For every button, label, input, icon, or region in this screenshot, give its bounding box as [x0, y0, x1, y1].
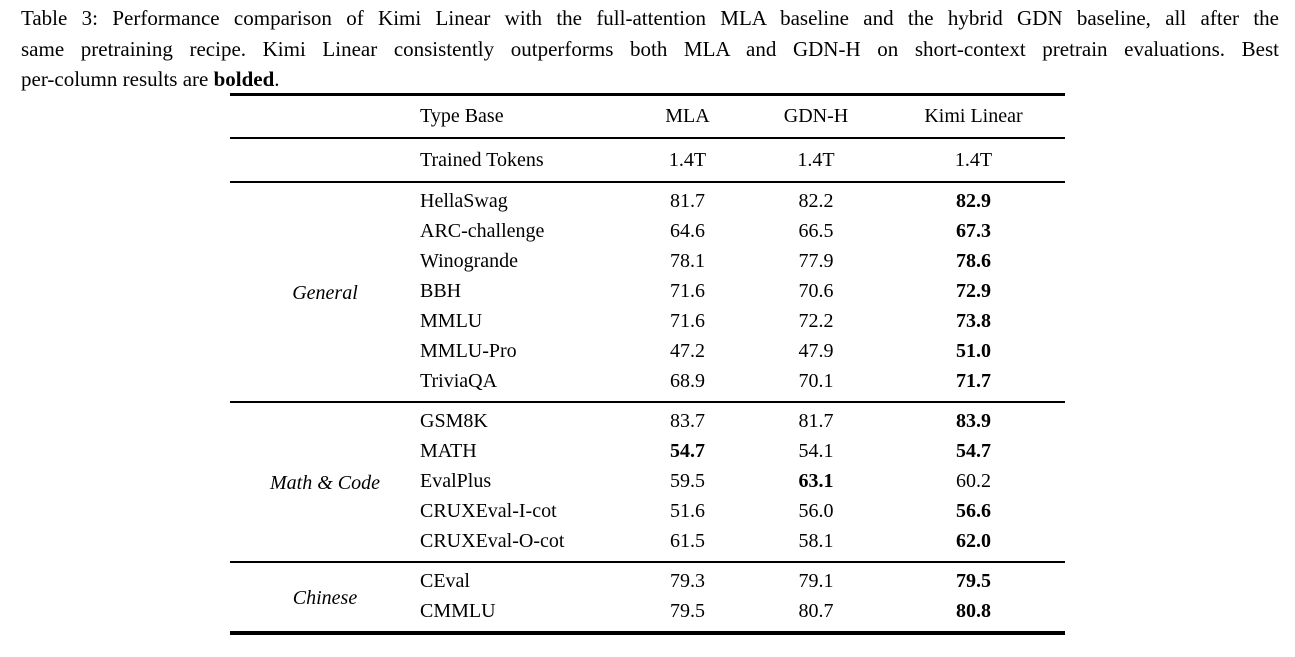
- section-math-code: Math & Code GSM8K 83.7 81.7 83.9 MATH 54.7 54.1…: [230, 402, 1065, 562]
- metric-value: 54.1: [798, 440, 834, 462]
- column-header-gdn-h: GDN-H: [750, 94, 882, 139]
- benchmark-name: Winogrande: [420, 250, 519, 272]
- benchmark-name: MATH: [420, 440, 477, 462]
- benchmark-name: CRUXEval-O-cot: [420, 530, 565, 552]
- metric-value: 51.6: [670, 500, 705, 522]
- table-row: BBH 71.6 70.6 72.9: [230, 277, 1065, 307]
- metric-value: 81.7: [670, 190, 705, 212]
- metric-value: 62.0: [956, 530, 991, 552]
- table-row: General HellaSwag 81.7 82.2 82.9: [230, 182, 1065, 304]
- benchmark-name: TriviaQA: [420, 370, 498, 392]
- table-caption: Table 3: Performance comparison of Kimi …: [21, 3, 1279, 95]
- metric-value: 71.6: [670, 280, 705, 302]
- column-header-mla: MLA: [625, 94, 750, 139]
- metric-value: 61.5: [670, 530, 705, 552]
- table-row: CRUXEval-O-cot 61.5 58.1 62.0: [230, 527, 1065, 563]
- caption-line-2: same pretraining recipe. Kimi Linear con…: [21, 36, 1279, 61]
- metric-value: 47.9: [798, 340, 834, 362]
- metric-value: 79.3: [670, 570, 705, 592]
- column-header-type-base: Type Base: [420, 94, 625, 139]
- metric-value: 78.1: [670, 250, 705, 272]
- table-row: CRUXEval-I-cot 51.6 56.0 56.6: [230, 497, 1065, 527]
- benchmark-name: BBH: [420, 280, 462, 302]
- caption-bolded-word: bolded: [213, 67, 275, 91]
- metric-value: 79.5: [670, 600, 705, 622]
- section-general: General HellaSwag 81.7 82.2 82.9 ARC-challeng…: [230, 182, 1065, 402]
- metric-value: 82.9: [956, 190, 991, 212]
- benchmark-name: CEval: [420, 570, 470, 592]
- metric-value: 59.5: [670, 470, 705, 492]
- table-row: EvalPlus 59.5 63.1 60.2: [230, 467, 1065, 497]
- metric-value: 60.2: [956, 470, 991, 492]
- metric-value: 72.2: [798, 310, 834, 332]
- metric-value: 80.8: [956, 600, 991, 622]
- caption-line-3-period: .: [274, 67, 280, 91]
- caption-line-3-text: per-column results are: [21, 67, 214, 91]
- benchmark-name: HellaSwag: [420, 190, 508, 212]
- metric-value: 73.8: [956, 310, 991, 332]
- table-row: MATH 54.7 54.1 54.7: [230, 437, 1065, 467]
- metric-value: 67.3: [956, 220, 991, 242]
- table-row: MMLU 71.6 72.2 73.8: [230, 307, 1065, 337]
- benchmark-name: CMMLU: [420, 600, 496, 622]
- table-row: MMLU-Pro 47.2 47.9 51.0: [230, 337, 1065, 367]
- metric-value: 77.9: [798, 250, 834, 272]
- metric-value: 81.7: [798, 410, 834, 432]
- benchmark-name: MMLU-Pro: [420, 340, 517, 362]
- metric-value: 71.7: [956, 370, 991, 392]
- caption-line-1: Table 3: Performance comparison of Kimi …: [21, 6, 1279, 30]
- category-label: Math & Code: [270, 472, 380, 495]
- metric-value: 71.6: [670, 310, 705, 332]
- metric-value: 83.9: [956, 410, 991, 432]
- benchmark-name: GSM8K: [420, 410, 488, 432]
- table-row: Math & Code GSM8K 83.7 81.7 83.9: [230, 402, 1065, 494]
- metric-value: 66.5: [798, 220, 834, 242]
- metric-value: 47.2: [670, 340, 705, 362]
- table-row: TriviaQA 68.9 70.1 71.7: [230, 367, 1065, 403]
- trained-tokens-gdn-h: 1.4T: [750, 138, 882, 183]
- table-row: Chinese CEval 79.3 79.1 79.5: [230, 562, 1065, 609]
- metric-value: 58.1: [798, 530, 834, 552]
- table-row: ARC-challenge 64.6 66.5 67.3: [230, 217, 1065, 247]
- header-row: Type Base MLA GDN-H Kimi Linear: [230, 94, 1065, 139]
- category-label: Chinese: [292, 587, 358, 610]
- column-header-kimi-linear: Kimi Linear: [882, 94, 1065, 139]
- header-empty-cell: [230, 94, 420, 139]
- metric-value: 70.1: [798, 370, 834, 392]
- metric-value: 79.5: [956, 570, 991, 592]
- metric-value: 54.7: [956, 440, 991, 462]
- section-chinese: Chinese CEval 79.3 79.1 79.5 CMMLU 79.5 80.7 80.…: [230, 562, 1065, 633]
- metric-value: 64.6: [670, 220, 705, 242]
- metric-value: 51.0: [956, 340, 991, 362]
- caption-line-3: per-column results are bolded.: [21, 64, 1279, 95]
- metric-value: 83.7: [670, 410, 705, 432]
- metric-value: 68.9: [670, 370, 705, 392]
- metric-value: 78.6: [956, 250, 991, 272]
- trained-tokens-label: Trained Tokens: [420, 138, 625, 183]
- metric-value: 80.7: [798, 600, 834, 622]
- metric-value: 72.9: [956, 280, 991, 302]
- metric-value: 70.6: [798, 280, 834, 302]
- info-empty-cell: [230, 138, 420, 183]
- metric-value: 79.1: [798, 570, 834, 592]
- metric-value: 56.0: [798, 500, 834, 522]
- table-head: Type Base MLA GDN-H Kimi Linear Trained …: [230, 94, 1065, 183]
- category-label: General: [292, 282, 358, 305]
- table-row: Winogrande 78.1 77.9 78.6: [230, 247, 1065, 277]
- metric-value: 63.1: [798, 470, 834, 492]
- benchmark-name: EvalPlus: [420, 470, 492, 492]
- benchmark-name: ARC-challenge: [420, 220, 545, 242]
- metric-value: 82.2: [798, 190, 834, 212]
- table-row: CMMLU 79.5 80.7 80.8: [230, 597, 1065, 634]
- benchmark-name: MMLU: [420, 310, 483, 332]
- trained-tokens-mla: 1.4T: [625, 138, 750, 183]
- trained-tokens-row: Trained Tokens 1.4T 1.4T 1.4T: [230, 138, 1065, 183]
- metric-value: 56.6: [956, 500, 991, 522]
- benchmark-name: CRUXEval-I-cot: [420, 500, 557, 522]
- metric-value: 54.7: [670, 440, 705, 462]
- trained-tokens-kimi-linear: 1.4T: [882, 138, 1065, 183]
- results-table: Type Base MLA GDN-H Kimi Linear Trained …: [230, 93, 1065, 635]
